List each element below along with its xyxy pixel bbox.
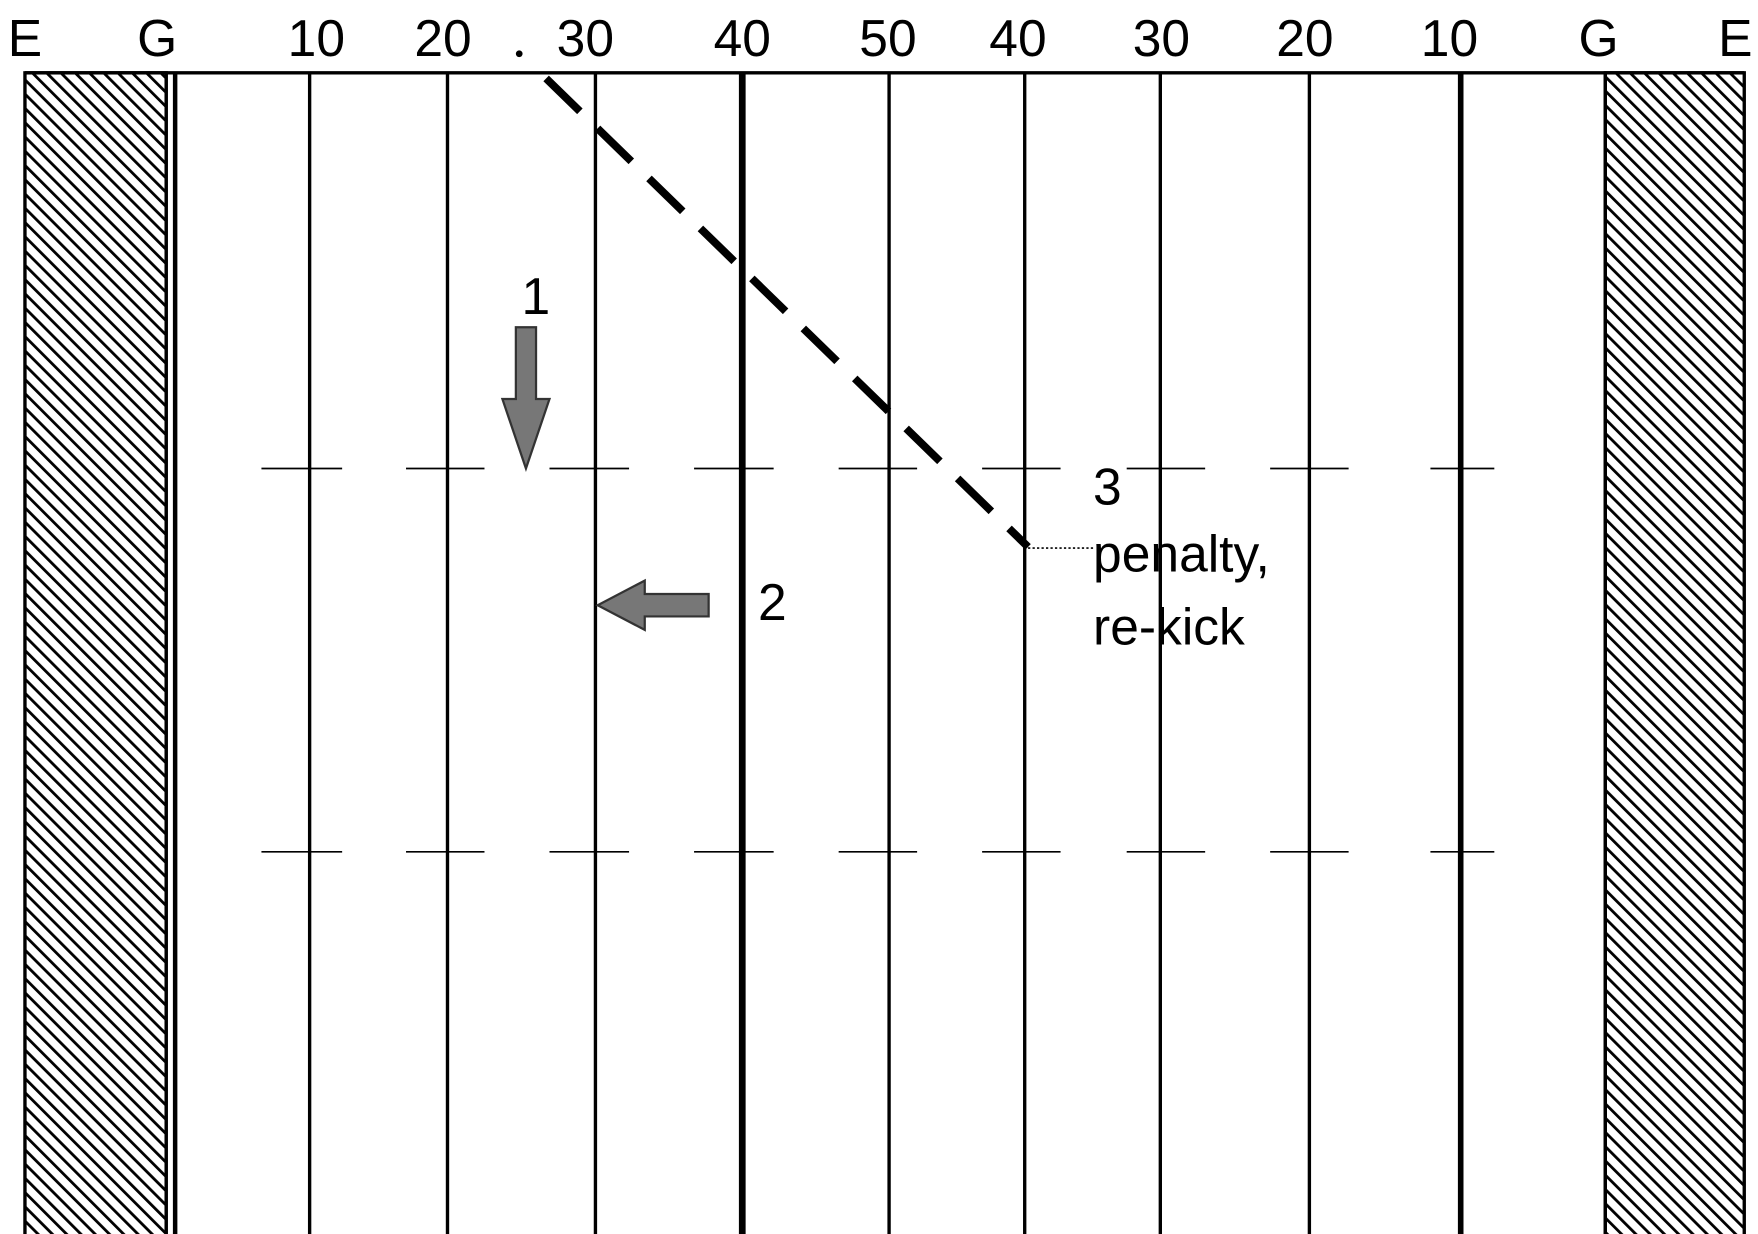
right-end-zone — [1605, 73, 1744, 1234]
yard-lines — [166, 73, 1605, 1234]
yard-label: E — [1718, 9, 1752, 67]
field-diagram: E G 10 20 30 40 50 40 30 20 10 G E 1 2 3 penalty, re… — [0, 0, 1758, 1234]
yard-label: 30 — [557, 9, 614, 67]
yard-label: 10 — [1421, 9, 1478, 67]
yard-label: 40 — [714, 9, 771, 67]
arrow-1 — [502, 327, 549, 468]
penalty-text: re-kick — [1093, 597, 1245, 655]
yard-label: 10 — [288, 9, 345, 67]
penalty-text: penalty, — [1093, 525, 1270, 583]
yard-labels: E G 10 20 30 40 50 40 30 20 10 G E — [8, 9, 1753, 67]
yard-label: 50 — [859, 9, 916, 67]
yard-label: 20 — [1276, 9, 1333, 67]
yard-label: G — [137, 9, 177, 67]
annotation-3: 3 — [1093, 457, 1122, 515]
annotation-2: 2 — [758, 573, 787, 631]
yard-label: 30 — [1133, 9, 1190, 67]
yard-label: 40 — [989, 9, 1046, 67]
yard-label: G — [1578, 9, 1618, 67]
kick-point — [516, 50, 523, 57]
arrow-2 — [598, 581, 709, 630]
left-end-zone — [25, 73, 166, 1234]
page: {"field": {"yard_labels": ["E", "G", "10… — [0, 0, 1758, 1234]
yard-label: 20 — [414, 9, 471, 67]
annotation-1: 1 — [521, 267, 550, 325]
yard-label: E — [8, 9, 42, 67]
kick-path — [546, 78, 1028, 546]
